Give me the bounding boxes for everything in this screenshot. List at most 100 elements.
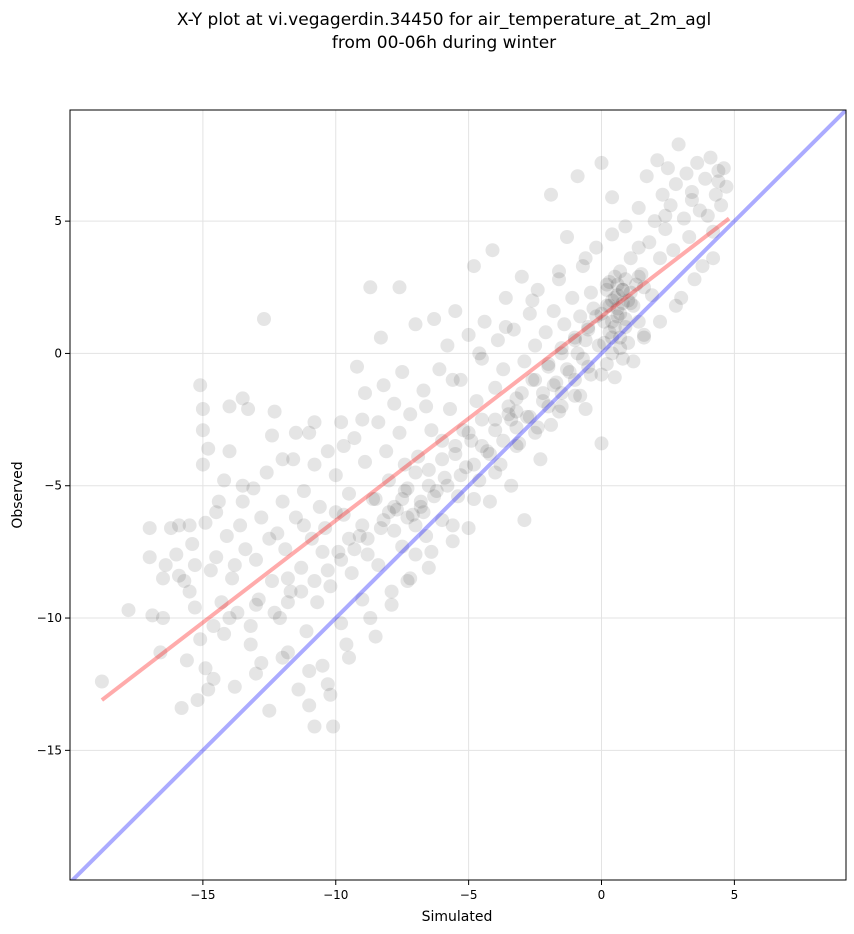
data-point-190 (560, 230, 574, 244)
data-point-43 (233, 518, 248, 533)
data-point-341 (602, 275, 617, 289)
data-point-274 (408, 465, 423, 480)
data-point-195 (570, 169, 585, 184)
data-point-330 (280, 595, 295, 610)
data-point-346 (631, 269, 646, 284)
data-point-79 (312, 499, 327, 514)
data-point-91 (339, 637, 354, 652)
data-point-187 (554, 341, 569, 356)
y-tick-label-2: −5 (44, 479, 62, 493)
data-point-59 (265, 428, 279, 443)
data-point-178 (533, 452, 548, 467)
data-point-33 (211, 494, 226, 509)
data-point-272 (381, 505, 396, 520)
data-point-227 (631, 200, 646, 215)
data-point-142 (451, 489, 465, 504)
data-point-200 (581, 322, 596, 337)
data-point-239 (660, 161, 675, 176)
data-point-65 (280, 645, 295, 660)
data-point-47 (241, 402, 256, 416)
data-point-392 (687, 272, 702, 287)
data-point-251 (695, 259, 710, 274)
data-point-154 (477, 314, 492, 329)
data-point-137 (440, 338, 455, 353)
data-point-374 (320, 677, 335, 692)
data-point-382 (488, 465, 503, 480)
y-tick-label-1: −10 (37, 611, 62, 625)
data-point-267 (315, 544, 330, 559)
data-point-62 (272, 611, 287, 625)
data-point-67 (286, 452, 301, 467)
data-point-240 (663, 198, 678, 213)
data-point-391 (668, 298, 683, 313)
x-tick-label-4: 5 (731, 888, 739, 902)
data-point-386 (573, 388, 588, 403)
data-point-379 (424, 544, 439, 559)
data-point-104 (371, 558, 386, 573)
data-point-348 (235, 478, 250, 493)
data-point-255 (706, 224, 721, 239)
data-point-260 (719, 179, 734, 194)
data-point-257 (711, 163, 726, 178)
data-point-19 (187, 558, 202, 573)
data-point-373 (302, 664, 317, 678)
data-point-80 (315, 658, 330, 673)
data-point-335 (509, 404, 524, 419)
data-point-291 (607, 320, 622, 334)
data-point-147 (461, 521, 476, 536)
data-point-284 (541, 359, 556, 374)
data-point-116 (395, 365, 410, 379)
data-point-112 (387, 523, 402, 538)
data-point-288 (594, 306, 609, 321)
data-point-328 (307, 574, 322, 588)
data-point-191 (562, 365, 577, 379)
data-point-38 (222, 444, 237, 459)
data-point-44 (235, 494, 250, 509)
data-point-102 (366, 492, 380, 506)
data-point-155 (480, 444, 495, 459)
data-point-320 (413, 499, 428, 514)
data-point-172 (520, 409, 535, 424)
y-axis-ticks: −15 −10 −5 0 5 (37, 214, 70, 757)
data-point-318 (440, 478, 455, 493)
data-point-306 (589, 309, 604, 324)
data-point-261 (209, 505, 224, 520)
data-point-170 (517, 354, 532, 369)
data-point-118 (400, 574, 415, 588)
data-point-10 (172, 568, 186, 583)
data-point-295 (602, 325, 617, 340)
chart-title-line1: X-Y plot at vi.vegagerdin.34450 for air_… (177, 10, 711, 30)
data-point-234 (647, 214, 662, 229)
data-point-115 (395, 539, 410, 554)
data-point-393 (706, 251, 721, 266)
data-point-355 (392, 425, 407, 440)
data-point-205 (591, 338, 606, 353)
data-point-26 (198, 661, 213, 676)
data-point-367 (711, 174, 726, 189)
data-point-294 (615, 296, 630, 311)
x-tick-label-1: −10 (323, 888, 348, 902)
data-point-297 (610, 277, 625, 292)
data-point-336 (504, 412, 519, 427)
data-point-365 (658, 208, 673, 223)
data-point-214 (607, 290, 622, 305)
data-point-31 (206, 671, 221, 686)
data-point-129 (421, 462, 436, 477)
data-point-169 (514, 269, 529, 284)
data-point-134 (435, 513, 450, 528)
data-point-377 (384, 597, 399, 612)
data-point-156 (482, 494, 497, 509)
data-point-241 (666, 243, 681, 258)
data-point-98 (358, 454, 372, 469)
data-point-108 (379, 444, 394, 459)
data-point-344 (610, 301, 625, 316)
x-tick-label-3: 0 (598, 888, 606, 902)
data-point-339 (567, 372, 582, 387)
y-tick-label-3: 0 (54, 346, 62, 360)
data-point-89 (334, 415, 349, 430)
data-point-326 (334, 552, 349, 567)
data-point-34 (214, 595, 229, 610)
data-point-56 (259, 465, 274, 480)
data-point-327 (320, 563, 335, 578)
data-point-131 (427, 312, 442, 326)
